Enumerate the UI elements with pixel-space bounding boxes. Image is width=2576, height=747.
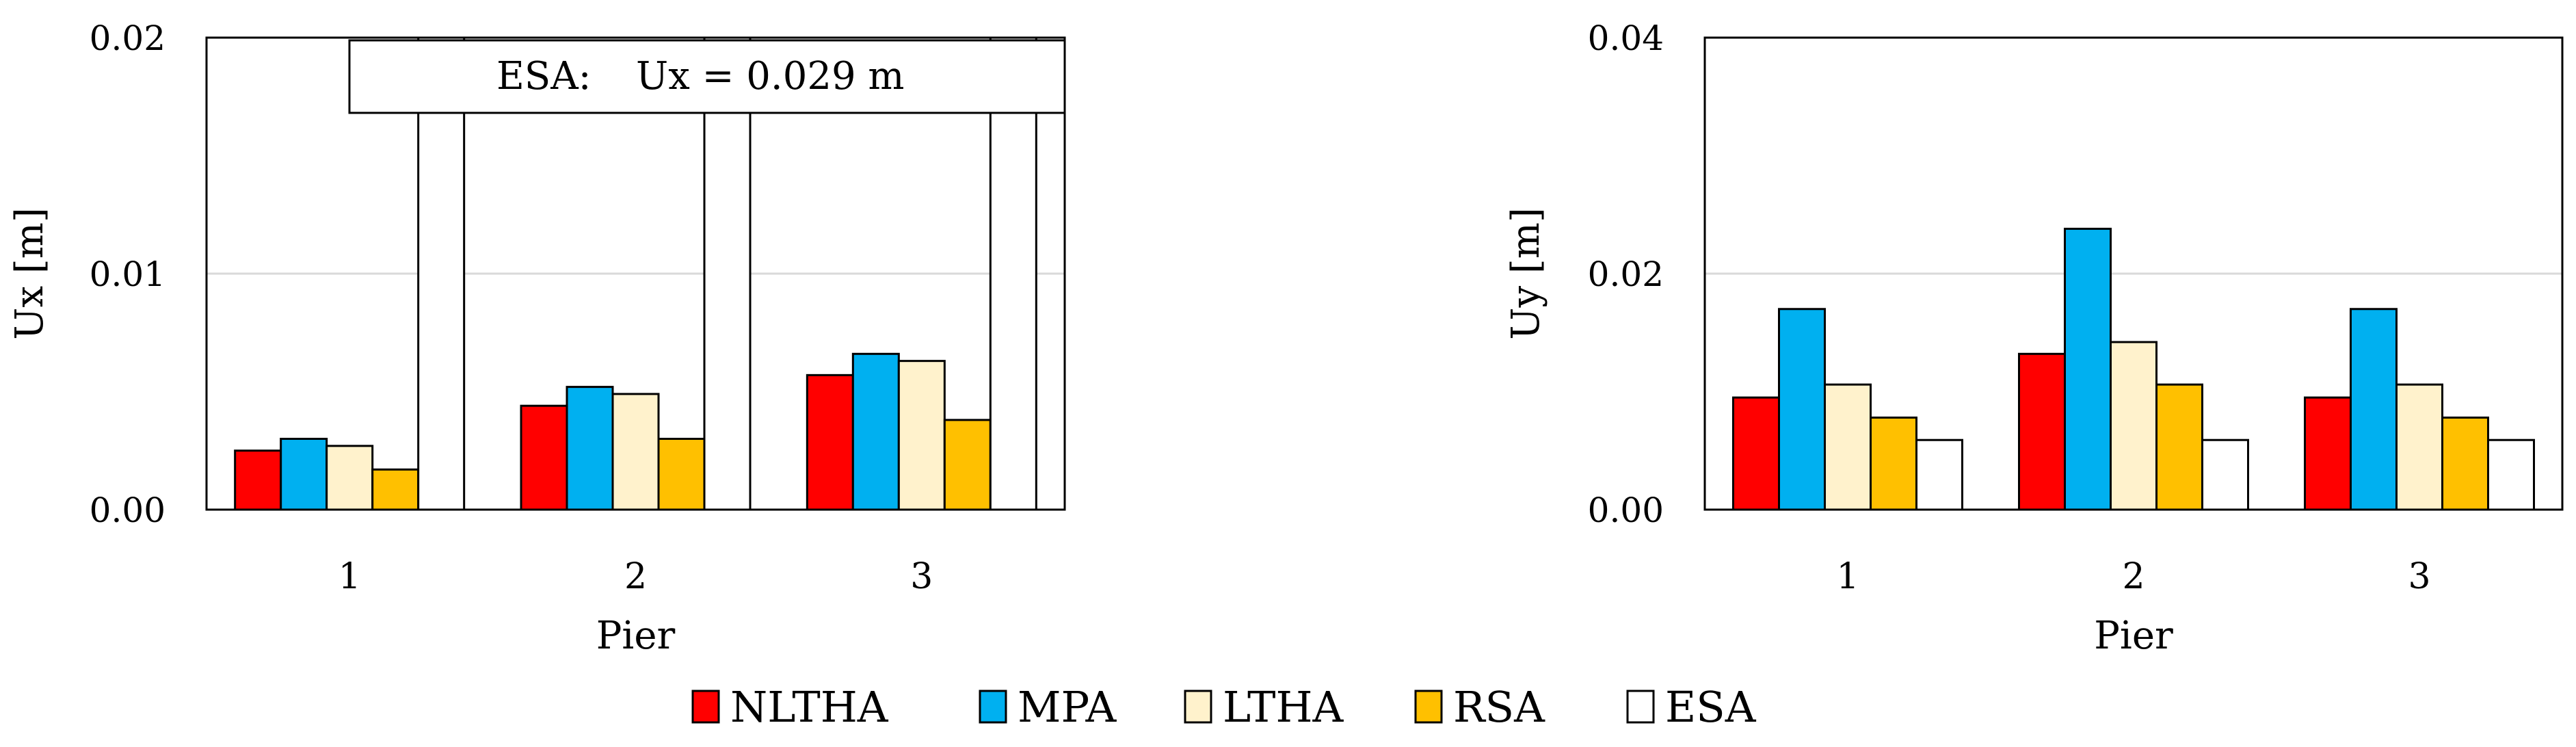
chart-ux: 0.00 0.01 0.02 1 2 3 Pier Ux [m] — [8, 18, 1066, 658]
legend-label-mpa: MPA — [1018, 682, 1117, 732]
bar-mpa-pier-1 — [1778, 308, 1826, 511]
bar-mpa-pier-3 — [851, 352, 900, 511]
y-tick-label: 0.02 — [1588, 254, 1664, 294]
y-axis-title: Uy [m] — [1504, 207, 1548, 339]
x-tick-label: 3 — [2408, 556, 2430, 597]
bar-nltha-pier-3 — [806, 374, 854, 511]
y-tick-label: 0.01 — [90, 254, 165, 294]
legend-label-nltha: NLTHA — [730, 682, 889, 732]
y-tick-label: 0.04 — [1588, 18, 1664, 58]
legend-swatch-ltha — [1184, 690, 1212, 724]
legend-swatch-rsa — [1414, 690, 1443, 724]
esa-annotation: ESA: Ux = 0.029 m — [348, 39, 1066, 114]
x-axis-title: Pier — [596, 614, 676, 658]
esa-annotation-value: Ux = 0.029 m — [636, 54, 905, 99]
bar-ltha-pier-2 — [2110, 341, 2157, 511]
esa-annotation-box — [348, 39, 1066, 114]
bar-esa-pier-2 — [2201, 438, 2249, 511]
bar-rsa-pier-2 — [657, 438, 706, 511]
bar-nltha-pier-2 — [520, 404, 568, 511]
y-tick-label: 0.02 — [90, 18, 165, 58]
bar-esa-pier-1 — [1915, 438, 1963, 511]
legend-label-ltha: LTHA — [1223, 682, 1344, 732]
bar-ltha-pier-1 — [326, 445, 374, 511]
bar-ltha-pier-2 — [611, 393, 660, 511]
x-tick-label: 2 — [2122, 556, 2145, 597]
x-tick-label: 2 — [624, 556, 647, 597]
bar-mpa-pier-3 — [2350, 308, 2398, 511]
bar-rsa-pier-1 — [371, 468, 420, 511]
bar-ltha-pier-3 — [897, 360, 946, 511]
bar-ltha-pier-3 — [2395, 383, 2443, 511]
legend-swatch-nltha — [691, 690, 720, 724]
bar-mpa-pier-2 — [566, 386, 614, 511]
chart-uy: 0.00 0.02 0.04 1 2 3 Pier Uy [m] — [1504, 18, 2564, 658]
esa-annotation-label: ESA: — [496, 54, 592, 99]
bar-rsa-pier-1 — [1870, 416, 1917, 511]
x-tick-label: 1 — [1836, 556, 1859, 597]
legend-swatch-esa — [1626, 690, 1655, 724]
bar-mpa-pier-2 — [2064, 227, 2112, 511]
bar-nltha-pier-3 — [2304, 396, 2352, 511]
y-tick-label: 0.00 — [90, 490, 165, 530]
bar-esa-pier-2 — [703, 36, 752, 511]
plot-frame — [205, 36, 1066, 511]
bar-nltha-pier-1 — [234, 449, 282, 511]
plot-frame — [1703, 36, 2564, 511]
y-axis-title: Ux [m] — [8, 207, 52, 339]
bar-ltha-pier-1 — [1824, 383, 1872, 511]
bar-rsa-pier-3 — [2441, 416, 2489, 511]
bar-mpa-pier-1 — [280, 438, 328, 511]
bar-rsa-pier-3 — [943, 419, 992, 511]
x-tick-label: 1 — [338, 556, 361, 597]
legend-label-esa: ESA — [1665, 682, 1757, 732]
bar-nltha-pier-1 — [1732, 396, 1780, 511]
y-tick-label: 0.00 — [1588, 490, 1664, 530]
legend-swatch-mpa — [979, 690, 1007, 724]
bar-nltha-pier-2 — [2018, 352, 2066, 511]
bar-rsa-pier-2 — [2155, 383, 2203, 511]
bar-esa-pier-3 — [2487, 438, 2535, 511]
x-tick-label: 3 — [910, 556, 933, 597]
legend-label-rsa: RSA — [1453, 682, 1545, 732]
legend: NLTHA MPA LTHA RSA ESA — [691, 682, 1757, 732]
x-axis-title: Pier — [2094, 614, 2173, 658]
